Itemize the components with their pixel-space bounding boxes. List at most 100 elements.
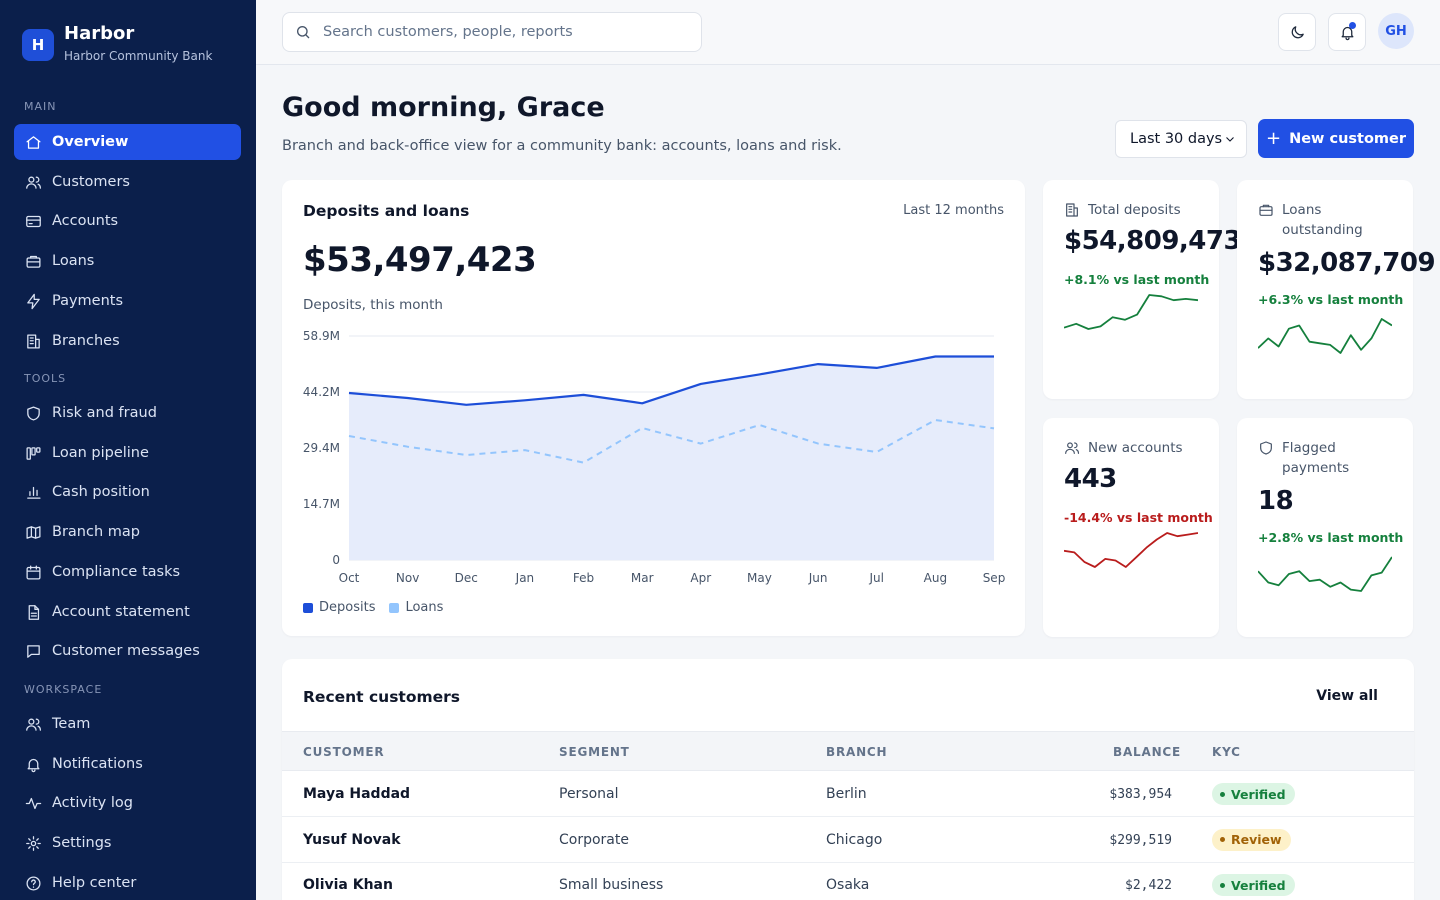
kyc-status-badge: Verified [1212,783,1295,805]
search-input[interactable] [323,24,693,40]
legend-item[interactable]: Deposits [303,600,375,615]
theme-toggle-button[interactable] [1278,13,1316,51]
sidebar-item-accounts[interactable]: Accounts [14,203,241,239]
sparkline [1258,556,1392,592]
table-row[interactable]: Yusuf Novak Corporate Chicago $299,519 Revie… [282,818,1414,863]
headline-value: $53,497,423 [303,240,537,280]
sidebar-item-label: Activity log [52,795,133,811]
x-tick-label: Oct [339,571,360,585]
kpi-card-total-deposits[interactable]: Total deposits $54,809,473 +8.1% vs last m… [1043,180,1242,399]
column-header[interactable]: KYC [1212,745,1241,759]
legend-swatch [389,602,400,613]
sparkline [1258,318,1392,354]
kpi-card-loans-outstanding[interactable]: Loans outstanding $32,087,709 +6.3% vs las… [1237,180,1436,399]
kpi-label: New accounts [1088,440,1183,456]
plus-icon: + [1265,128,1282,149]
x-tick-label: Jun [808,571,828,585]
sidebar-item-label: Customer messages [52,643,200,659]
page-title: Good morning, Grace [282,92,605,123]
bar-chart-icon [24,483,42,501]
kyc-status-badge: Verified [1212,874,1295,896]
home-icon [24,133,42,151]
sidebar-item-branch-map[interactable]: Branch map [14,514,241,550]
sidebar-item-loans[interactable]: Loans [14,243,241,279]
building-icon [1064,200,1088,224]
sidebar-item-help-center[interactable]: Help center [14,865,241,900]
legend-swatch [303,602,313,613]
column-header[interactable]: BALANCE [1113,745,1182,759]
users-icon [1064,438,1088,462]
status-dot [1220,791,1225,797]
kpi-value: $54,809,473 [1064,226,1242,256]
sidebar-item-label: Settings [52,835,112,851]
kpi-value: $32,087,709 [1258,248,1436,278]
sidebar-item-compliance-tasks[interactable]: Compliance tasks [14,554,241,590]
sparkline [1064,294,1198,330]
credit-card-icon [24,212,42,230]
table-row[interactable]: Maya Haddad Personal Berlin $383,954 Verifie… [282,772,1414,817]
card-title: Recent customers [303,688,461,706]
sidebar-item-cash-position[interactable]: Cash position [14,474,241,510]
customer-branch: Osaka [826,877,870,893]
sidebar: H Harbor Harbor Community Bank MAIN Overv… [0,0,256,900]
sidebar-item-label: Cash position [52,484,150,500]
new-customer-button[interactable]: + New customer [1258,119,1414,158]
y-tick-label: 44.2M [303,385,340,399]
avatar[interactable]: GH [1378,13,1414,49]
column-header[interactable]: CUSTOMER [303,745,385,759]
table-row[interactable]: Olivia Khan Small business Osaka $2,422 Veri… [282,863,1414,900]
legend-item[interactable]: Loans [389,600,443,615]
customer-name: Olivia Khan [303,877,393,893]
sidebar-item-branches[interactable]: Branches [14,323,241,359]
notifications-button[interactable] [1328,13,1366,51]
column-header[interactable]: BRANCH [826,745,888,759]
customer-branch: Chicago [826,831,883,848]
kpi-card-flagged-payments[interactable]: Flagged payments 18 +2.8% vs last month [1237,418,1413,637]
x-tick-label: Feb [573,571,594,585]
sidebar-item-label: Loan pipeline [52,445,149,461]
kpi-change: +8.1% vs last month [1064,272,1210,287]
team-icon [24,715,42,733]
view-all-link[interactable]: View all [1316,688,1378,704]
kyc-status-label: Review [1231,832,1282,847]
nav-section-title: WORKSPACE [24,683,103,696]
kpi-card-new-accounts[interactable]: New accounts 443 -14.4% vs last month [1043,418,1219,637]
deposits-area [349,356,994,560]
kpi-change: -14.4% vs last month [1064,510,1213,525]
building-icon [24,332,42,350]
x-tick-label: Jan [515,571,535,585]
column-header[interactable]: SEGMENT [559,745,630,759]
deposits-loans-card: Deposits and loans Last 12 months $53,49… [282,180,1025,636]
sidebar-item-settings[interactable]: Settings [14,825,241,861]
sidebar-item-account-statement[interactable]: Account statement [14,594,241,630]
date-range-select[interactable]: Last 30 days [1115,120,1247,158]
sidebar-item-customer-messages[interactable]: Customer messages [14,633,241,669]
sidebar-item-customers[interactable]: Customers [14,164,241,200]
sidebar-item-activity-log[interactable]: Activity log [14,785,241,821]
sparkline [1064,532,1198,568]
chevron-down-icon [1224,133,1236,149]
sidebar-item-payments[interactable]: Payments [14,283,241,319]
sidebar-item-loan-pipeline[interactable]: Loan pipeline [14,435,241,471]
recent-customers-card: Recent customers View all CUSTOMER SEGME… [282,659,1414,900]
y-tick-label: 0 [332,553,340,567]
customer-segment: Corporate [559,831,629,848]
sidebar-item-overview[interactable]: Overview [14,124,241,160]
sidebar-item-notifications[interactable]: Notifications [14,746,241,782]
search-box[interactable] [282,12,702,52]
card-title: Deposits and loans [303,202,470,220]
brand[interactable]: H Harbor Harbor Community Bank [22,22,212,64]
x-tick-label: Apr [690,571,711,585]
sidebar-item-label: Compliance tasks [52,564,181,580]
sidebar-item-team[interactable]: Team [14,706,241,742]
kyc-status-label: Verified [1231,786,1286,802]
sidebar-item-risk-and-fraud[interactable]: Risk and fraud [14,395,241,431]
brand-subtitle: Harbor Community Bank [64,49,213,63]
sidebar-item-label: Team [52,716,91,732]
bell-icon [24,755,42,773]
sidebar-item-label: Notifications [52,756,143,772]
customer-name: Maya Haddad [303,786,411,802]
series-line-deposits [348,355,994,406]
sidebar-item-label: Payments [52,293,124,309]
activity-icon [24,794,42,812]
